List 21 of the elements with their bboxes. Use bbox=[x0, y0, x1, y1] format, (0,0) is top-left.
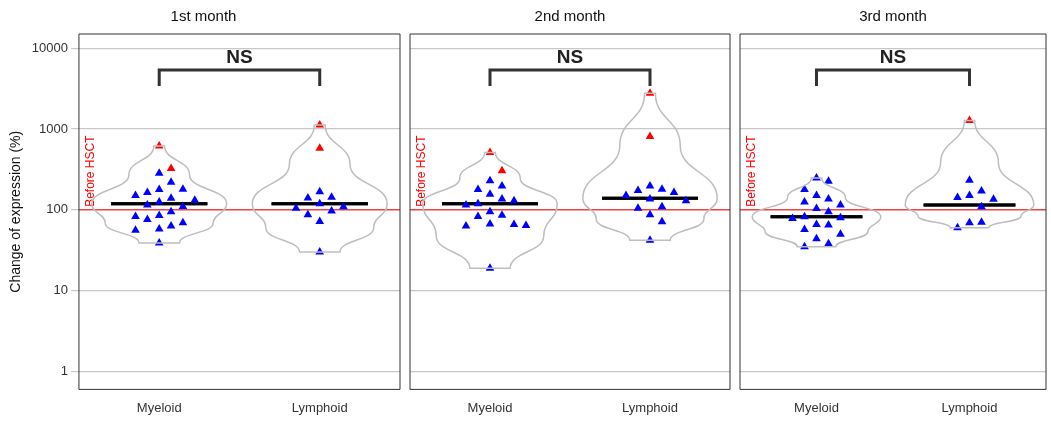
chart-title: 1st month bbox=[170, 7, 237, 25]
annotation: NS bbox=[226, 45, 253, 67]
annotation: NS bbox=[879, 45, 907, 67]
y-tick-label: 100 bbox=[46, 201, 68, 217]
x-tick-label: Lymphoid bbox=[622, 399, 678, 415]
ref-line-label: Before HSCT bbox=[414, 134, 429, 207]
x-tick-label: Myeloid bbox=[794, 399, 839, 415]
x-tick-label: Myeloid bbox=[467, 399, 513, 415]
x-tick-label: Lymphoid bbox=[941, 399, 998, 415]
y-tick-label: 10 bbox=[53, 282, 68, 298]
ref-line-label: Before HSCT bbox=[83, 134, 98, 207]
x-tick-label: Lymphoid bbox=[291, 399, 348, 415]
y-axis-title: Change of expression (%) bbox=[7, 130, 24, 293]
chart-title: 2nd month bbox=[534, 7, 606, 25]
y-tick-label: 1 bbox=[60, 363, 68, 379]
ref-line-label: Before HSCT bbox=[744, 134, 759, 207]
y-tick-label: 10000 bbox=[31, 39, 68, 55]
annotation: NS bbox=[556, 45, 584, 67]
y-tick-label: 1000 bbox=[39, 120, 68, 136]
chart-title: 3rd month bbox=[859, 7, 927, 25]
x-tick-label: Myeloid bbox=[136, 399, 182, 415]
